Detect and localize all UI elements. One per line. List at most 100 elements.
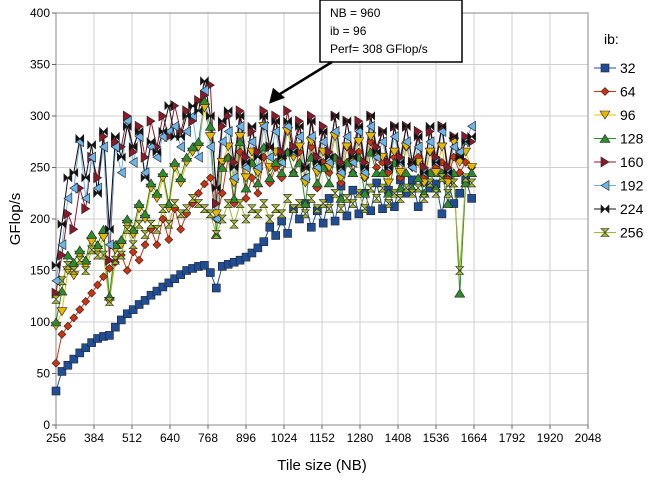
data-point	[139, 209, 151, 219]
data-point	[104, 239, 114, 251]
data-point	[86, 229, 98, 239]
y-tick-label: 250	[30, 161, 50, 175]
data-point	[276, 209, 287, 219]
data-point	[105, 331, 114, 340]
data-point	[134, 131, 144, 143]
data-point	[348, 152, 358, 162]
data-point	[69, 313, 79, 323]
legend: ib:32 64 96 128 160 192 224 256	[594, 31, 644, 241]
data-point	[271, 231, 280, 240]
data-point	[116, 250, 127, 260]
data-point	[412, 173, 424, 183]
data-point	[300, 209, 311, 219]
y-tick-label: 300	[30, 109, 50, 123]
data-point	[324, 152, 334, 162]
data-point	[348, 156, 358, 168]
legend-item-224: 224	[594, 201, 644, 217]
data-point	[117, 315, 126, 325]
data-point	[431, 157, 441, 168]
data-point	[377, 168, 389, 177]
data-point	[110, 255, 121, 265]
series-points-32	[51, 175, 476, 396]
data-point	[223, 125, 233, 137]
data-point	[372, 151, 381, 163]
data-point	[92, 182, 102, 194]
data-point	[105, 224, 114, 235]
data-point	[389, 131, 399, 143]
x-tick-label: 896	[236, 431, 256, 445]
legend-title: ib:	[604, 31, 619, 47]
data-point	[247, 248, 257, 258]
data-point	[205, 173, 215, 183]
data-point	[365, 132, 377, 142]
data-point	[146, 115, 156, 127]
data-point	[270, 204, 281, 213]
data-point	[69, 167, 79, 178]
data-point	[277, 146, 287, 158]
legend-item-96: 96	[594, 107, 636, 123]
x-tick-label: 384	[84, 431, 104, 445]
data-point	[151, 188, 163, 198]
data-point	[449, 141, 459, 153]
data-point	[336, 156, 346, 168]
legend-label: 32	[620, 60, 636, 76]
data-point	[134, 126, 144, 137]
data-point	[229, 172, 239, 184]
data-point	[312, 204, 322, 213]
data-point	[212, 283, 221, 293]
x-tick-label: 768	[198, 431, 218, 445]
data-point	[175, 173, 187, 183]
data-point	[93, 172, 103, 184]
data-point	[134, 255, 144, 265]
data-point	[116, 167, 126, 179]
data-point	[390, 121, 399, 132]
x-tick-label: 1152	[309, 431, 335, 445]
data-point	[389, 188, 400, 198]
data-point	[366, 206, 375, 216]
data-point	[210, 209, 222, 219]
data-point	[360, 162, 370, 173]
y-axis-label: GFlop/s	[7, 193, 24, 246]
data-point	[182, 111, 191, 121]
data-point	[241, 157, 251, 168]
data-point	[235, 111, 245, 121]
data-point	[299, 198, 311, 208]
data-point	[306, 131, 316, 143]
data-point	[80, 255, 92, 265]
annotation-callout: NB = 960 ib = 96 Perf= 308 GFlop/s	[269, 0, 463, 104]
data-point	[318, 120, 328, 132]
data-point	[145, 178, 157, 188]
data-point	[371, 194, 382, 203]
legend-label: 256	[620, 225, 644, 241]
data-point	[57, 367, 67, 376]
legend-label: 192	[620, 178, 644, 194]
data-point	[200, 179, 209, 189]
data-point	[93, 280, 102, 290]
data-point	[57, 276, 67, 286]
legend-swatch-marker	[599, 110, 611, 120]
data-point	[353, 137, 365, 147]
data-point	[158, 110, 168, 122]
data-point	[51, 260, 61, 271]
data-point	[146, 137, 156, 147]
data-point	[424, 147, 436, 157]
annotation-line: ib = 96	[330, 24, 367, 38]
data-point	[431, 188, 441, 198]
data-point	[158, 131, 168, 143]
data-point	[360, 167, 370, 179]
data-point	[170, 120, 180, 132]
data-point	[366, 111, 375, 121]
x-tick-label: 1792	[499, 431, 526, 445]
data-point	[466, 178, 477, 188]
data-point	[454, 288, 466, 298]
data-point	[199, 84, 209, 96]
data-point	[360, 156, 370, 168]
data-point	[193, 151, 203, 163]
y-tick-label: 100	[30, 315, 50, 329]
data-point	[192, 137, 205, 147]
data-point	[86, 245, 97, 255]
data-point	[312, 151, 322, 163]
data-point	[63, 360, 73, 370]
data-point	[234, 132, 246, 142]
